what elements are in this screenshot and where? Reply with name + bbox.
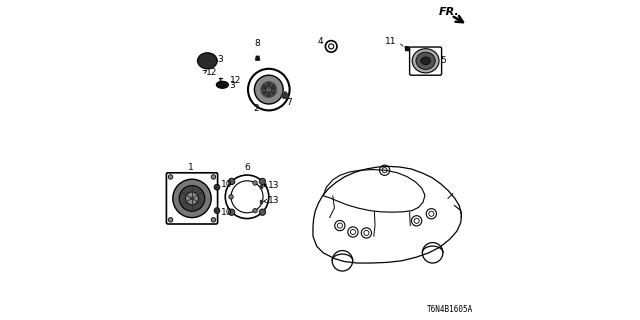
Text: 6: 6 [244,163,250,172]
Text: 2: 2 [253,104,259,113]
Ellipse shape [266,86,272,93]
Text: 7: 7 [287,98,292,107]
Text: 12: 12 [230,76,241,84]
Ellipse shape [216,81,228,88]
Circle shape [228,195,234,199]
Ellipse shape [198,53,217,69]
Circle shape [259,178,266,185]
Ellipse shape [261,82,277,98]
Text: 3: 3 [230,81,236,90]
Text: FR.: FR. [438,7,459,17]
Text: 12: 12 [206,68,218,76]
Text: 11: 11 [385,37,397,46]
Circle shape [211,218,216,222]
Text: 10: 10 [221,180,233,189]
Circle shape [211,175,216,179]
Circle shape [168,218,173,222]
Ellipse shape [421,57,431,65]
Polygon shape [260,200,262,203]
Polygon shape [260,185,262,188]
Circle shape [228,178,235,185]
Text: 13: 13 [268,196,280,205]
Ellipse shape [412,49,439,73]
Text: T6N4B1605A: T6N4B1605A [428,305,474,314]
Polygon shape [282,92,288,98]
Polygon shape [256,56,260,60]
Circle shape [259,209,266,215]
Text: 13: 13 [268,181,280,190]
Polygon shape [405,47,409,51]
Circle shape [214,184,220,190]
Ellipse shape [173,179,211,218]
Circle shape [168,175,173,179]
Text: 3: 3 [217,55,223,64]
Circle shape [228,209,235,215]
Text: 4: 4 [317,37,323,46]
Ellipse shape [191,197,193,200]
Ellipse shape [255,75,283,104]
Ellipse shape [186,192,198,205]
Text: 1: 1 [188,163,193,172]
Circle shape [253,208,257,213]
Text: 5: 5 [440,56,446,65]
Text: 10: 10 [221,208,233,217]
Ellipse shape [179,186,205,211]
Ellipse shape [416,52,435,69]
Text: 8: 8 [255,39,260,48]
Circle shape [214,208,220,213]
Circle shape [253,181,257,185]
